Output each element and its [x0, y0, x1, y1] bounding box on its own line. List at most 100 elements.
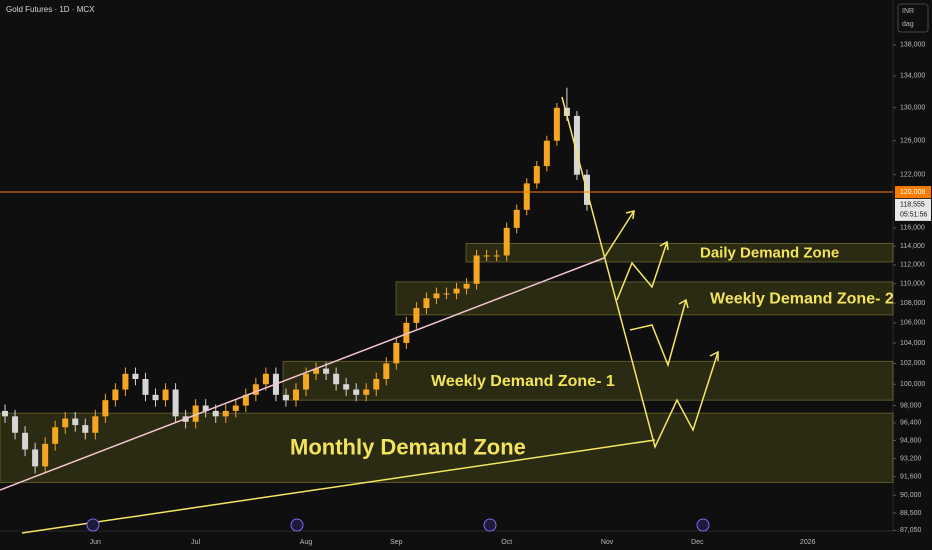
- chart-title: Gold Futures · 1D · MCX: [6, 5, 95, 14]
- event-icon[interactable]: [290, 518, 304, 532]
- y-tick-label: 88,500: [900, 510, 922, 517]
- zone-label: Weekly Demand Zone- 1: [431, 373, 615, 390]
- candle-body: [463, 283, 470, 289]
- x-tick-label: Jun: [90, 539, 101, 546]
- y-tick-label: 98,000: [900, 402, 922, 409]
- zones: [0, 243, 894, 483]
- event-icon[interactable]: [86, 518, 100, 532]
- y-tick-label: 90,000: [900, 492, 922, 499]
- x-tick-label: 2026: [800, 539, 816, 546]
- candle-body: [503, 227, 510, 256]
- candle-body: [313, 368, 320, 374]
- candle-body: [42, 443, 49, 467]
- demand-zone: [395, 281, 894, 316]
- candle-body: [423, 298, 430, 309]
- currency-box[interactable]: [897, 3, 929, 33]
- candle-body: [262, 373, 269, 385]
- y-tick-label: 106,000: [900, 320, 925, 327]
- last-price-label: 118,555: [900, 202, 925, 209]
- candle-body: [142, 378, 149, 395]
- candle-body: [323, 368, 330, 374]
- demand-zone: [465, 243, 894, 263]
- candle-body: [242, 394, 249, 406]
- zone-label: Weekly Demand Zone- 2: [710, 291, 894, 308]
- countdown: 05:51:56: [900, 212, 927, 219]
- y-tick-label: 126,000: [900, 138, 925, 145]
- price-label: 120,008: [900, 189, 925, 196]
- zone-label: Monthly Demand Zone: [290, 435, 526, 460]
- candle-body: [62, 418, 69, 428]
- candle-body: [192, 405, 199, 422]
- y-tick-label: 94,800: [900, 437, 922, 444]
- candle-body: [32, 449, 39, 467]
- candle-body: [353, 389, 360, 395]
- candle-body: [493, 255, 500, 257]
- y-tick-label: 110,000: [900, 281, 925, 288]
- candle-body: [92, 416, 99, 433]
- x-tick-label: Oct: [501, 539, 512, 546]
- candle-body: [403, 322, 410, 343]
- y-tick-label: 130,000: [900, 105, 925, 112]
- y-tick-label: 112,000: [900, 262, 925, 269]
- last-price-box: [895, 198, 931, 221]
- candle-body: [202, 405, 209, 411]
- currency: INR: [902, 8, 914, 15]
- candle-body: [2, 410, 9, 417]
- candle-body: [553, 107, 560, 141]
- y-tick-label: 87,050: [900, 527, 922, 534]
- candle-body: [543, 140, 550, 167]
- candle-body: [232, 405, 239, 411]
- event-icon[interactable]: [483, 518, 497, 532]
- candle-body: [303, 373, 310, 390]
- y-tick-label: 104,000: [900, 340, 925, 347]
- candle-body: [162, 389, 169, 401]
- candle-body: [282, 394, 289, 401]
- candle-body: [82, 425, 89, 433]
- x-tick-label: Jul: [191, 539, 200, 546]
- y-tick-label: 91,600: [900, 474, 922, 481]
- candle-body: [102, 400, 109, 417]
- candle-body: [413, 308, 420, 323]
- price-label-box: [895, 186, 931, 199]
- y-tick-label: 100,000: [900, 381, 925, 388]
- y-tick-label: 116,000: [900, 225, 925, 232]
- candle-body: [363, 389, 370, 395]
- y-tick-label: 108,000: [900, 300, 925, 307]
- projection: [561, 96, 719, 450]
- candle-body: [292, 389, 299, 401]
- candle-body: [122, 373, 129, 390]
- y-tick-label: 96,400: [900, 420, 922, 427]
- candle-body: [343, 384, 350, 390]
- x-tick-label: Dec: [691, 539, 704, 546]
- candle-body: [453, 288, 460, 294]
- candle-body: [523, 183, 530, 210]
- y-tick-label: 93,200: [900, 455, 922, 462]
- candle-body: [393, 342, 400, 364]
- candle-body: [333, 373, 340, 385]
- candle-body: [212, 410, 219, 417]
- candle-body: [52, 427, 59, 444]
- drawings: [0, 96, 719, 534]
- candle-body: [383, 363, 390, 379]
- event-icon[interactable]: [696, 518, 710, 532]
- menu: dag: [902, 21, 914, 28]
- arrow-head: [678, 298, 689, 309]
- candle-body: [152, 394, 159, 401]
- y-tick-label: 134,000: [900, 73, 925, 80]
- arrow-head: [625, 210, 635, 220]
- candle-body: [12, 416, 19, 433]
- candle-body: [433, 293, 440, 299]
- candle-body: [473, 255, 480, 284]
- candle-body: [172, 389, 179, 417]
- y-tick-label: 114,000: [900, 243, 925, 250]
- x-tick-label: Nov: [601, 539, 614, 546]
- projection: [603, 210, 635, 259]
- y-tick-label: 122,000: [900, 172, 925, 179]
- x-tick-label: Aug: [300, 539, 313, 546]
- candle-body: [573, 115, 580, 175]
- candle-body: [513, 209, 520, 228]
- projection: [629, 299, 687, 368]
- candle-body: [483, 255, 490, 257]
- candle-body: [373, 378, 380, 390]
